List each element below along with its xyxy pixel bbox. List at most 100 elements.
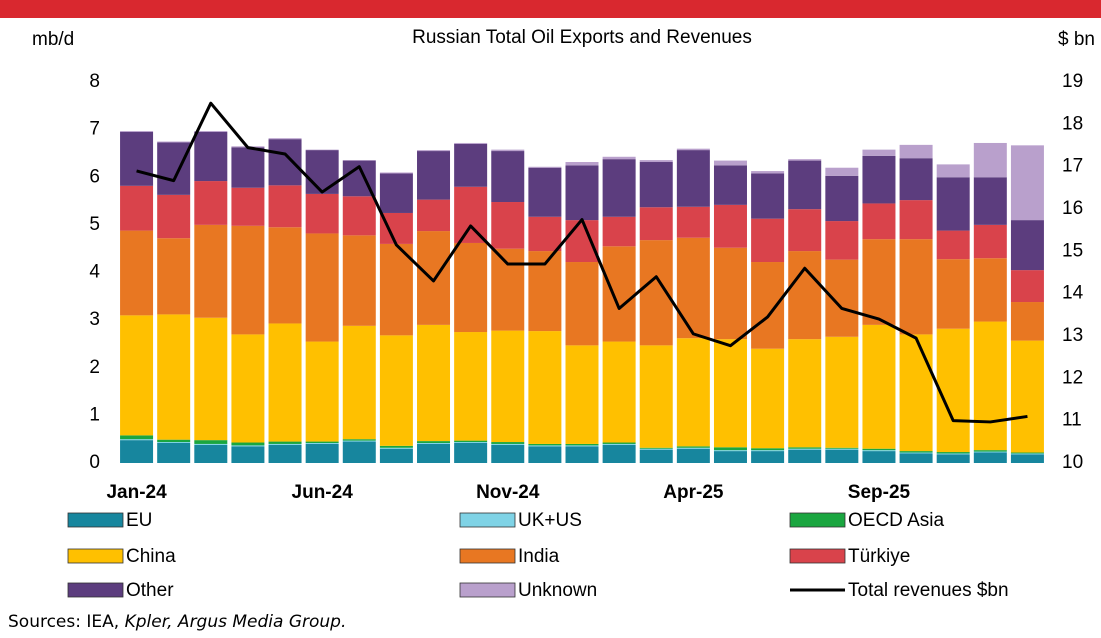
bar-segment — [565, 165, 599, 221]
bar-segment — [1010, 302, 1044, 341]
bar-segment — [602, 159, 636, 217]
bar-segment — [1010, 453, 1044, 455]
bar-segment — [713, 339, 747, 448]
bar-segment — [268, 444, 302, 463]
y2-tick-label: 11 — [1062, 410, 1082, 431]
bar-segment — [751, 450, 785, 452]
bar-segment — [713, 160, 747, 166]
bar-segment — [713, 247, 747, 340]
source: Sources: IEA, Kpler, Argus Media Group. — [8, 612, 346, 632]
bar-segment — [565, 220, 599, 263]
bar-segment — [973, 142, 1007, 178]
bar-segment — [825, 167, 859, 176]
bar-segment — [565, 443, 599, 446]
bar-segment — [454, 442, 488, 463]
bar-segment — [305, 441, 339, 443]
bar-segment — [417, 442, 451, 444]
bar-segment — [639, 162, 673, 208]
bar-segment — [157, 439, 191, 443]
bar-segment — [157, 194, 191, 239]
bar-segment — [342, 440, 376, 442]
bar-segment — [268, 323, 302, 442]
bar-segment — [788, 448, 822, 450]
bar-segment — [676, 446, 710, 448]
bar-segment — [231, 446, 265, 463]
bar-segment — [751, 348, 785, 449]
bar-segment — [491, 202, 525, 249]
bar-segment — [825, 221, 859, 260]
bar-segment — [120, 131, 154, 133]
bar-segment — [602, 341, 636, 443]
bar-segment — [120, 439, 154, 441]
bar-segment — [342, 439, 376, 441]
bar-segment — [528, 216, 562, 252]
y-tick-label: 1 — [89, 404, 100, 425]
bar-segment — [305, 150, 339, 194]
bar-segment — [379, 445, 413, 448]
bar-segment — [936, 453, 970, 455]
bar-segment — [379, 448, 413, 463]
legend-swatch — [459, 512, 516, 528]
chart-title: Russian Total Oil Exports and Revenues — [412, 27, 752, 48]
bar-segment — [1010, 220, 1044, 271]
x-tick-label: Jan-24 — [106, 482, 167, 503]
bar-segment — [899, 334, 933, 452]
bar-segment — [788, 447, 822, 449]
y-axis-label: mb/d — [32, 29, 74, 50]
bar-segment — [825, 336, 859, 448]
legend-swatch — [789, 512, 846, 528]
bar-segment — [305, 193, 339, 234]
x-tick-label: Jun-24 — [292, 482, 354, 503]
bar-segment — [491, 248, 525, 331]
bar-segment — [342, 441, 376, 463]
legend-label: Unknown — [518, 580, 597, 601]
bar-segment — [751, 171, 785, 174]
bar-segment — [194, 181, 228, 225]
bar-segment — [565, 162, 599, 166]
bar-segment — [899, 453, 933, 463]
bar-segment — [268, 441, 302, 444]
bar-segment — [491, 149, 525, 152]
bar-segment — [899, 239, 933, 335]
bar-segment — [862, 324, 896, 449]
bar-segment — [379, 212, 413, 244]
bar-segment — [305, 443, 339, 463]
legend-swatch — [789, 548, 846, 564]
bar-segment — [417, 324, 451, 442]
revenue-line — [136, 101, 1028, 424]
bar-segment — [602, 246, 636, 342]
y2-tick-label: 17 — [1062, 156, 1083, 177]
x-tick-label: Sep-25 — [848, 482, 911, 503]
bar-segment — [639, 160, 673, 163]
bar-segment — [491, 443, 525, 445]
bar-segment — [528, 446, 562, 463]
bar-segment — [157, 314, 191, 440]
x-tick-label: Nov-24 — [476, 482, 540, 503]
bar-segment — [973, 450, 1007, 452]
bar-segment — [231, 147, 265, 188]
legend-label: India — [518, 546, 560, 567]
bar-segment — [936, 230, 970, 260]
bar-segment — [417, 443, 451, 463]
bar-segment — [342, 325, 376, 440]
bar-segment — [862, 450, 896, 452]
bar-segment — [713, 447, 747, 451]
bar-segment — [713, 450, 747, 452]
bar-segment — [973, 224, 1007, 259]
bar-segment — [157, 142, 191, 195]
bar-segment — [973, 452, 1007, 463]
y2-tick-label: 12 — [1062, 367, 1083, 388]
bar-segment — [305, 442, 339, 444]
y2-tick-label: 10 — [1062, 452, 1083, 473]
bar-segment — [120, 440, 154, 463]
bar-segment — [379, 173, 413, 213]
bar-segment — [751, 448, 785, 451]
bar-segment — [491, 444, 525, 463]
bar-segment — [713, 165, 747, 205]
y-tick-label: 3 — [89, 309, 100, 330]
bar-segment — [305, 233, 339, 342]
bar-segment — [639, 207, 673, 241]
bar-segment — [936, 452, 970, 454]
legend-swatch — [459, 582, 516, 598]
legend-label: Total revenues $bn — [848, 580, 1009, 601]
